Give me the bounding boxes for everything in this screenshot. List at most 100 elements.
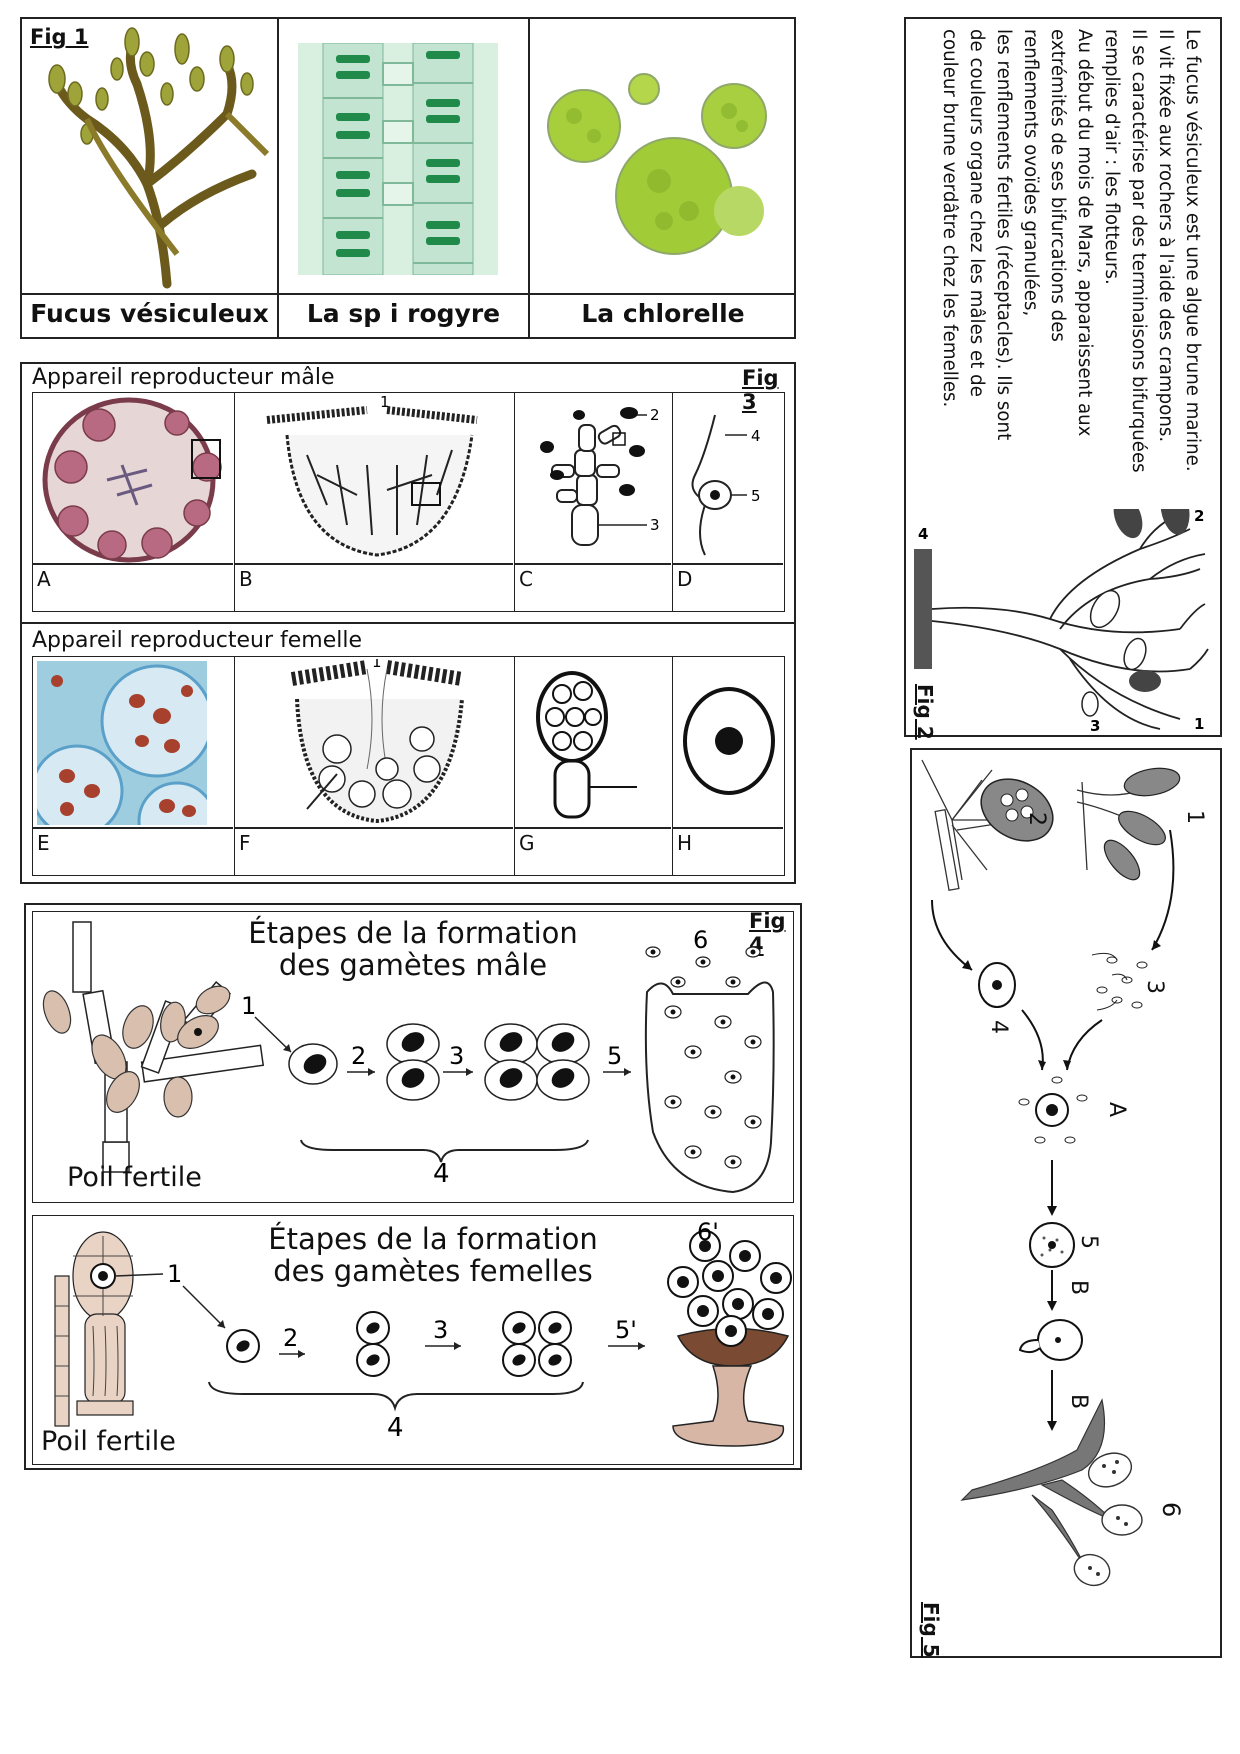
caption-spirogyre: La sp i rogyre <box>306 299 501 328</box>
male-step-3: 3 <box>449 1042 464 1070</box>
female-cell-e-label: E <box>37 831 50 855</box>
fig5-label-b1: B <box>1066 1280 1091 1296</box>
spirogyra-photo <box>298 43 498 275</box>
fig5-label-6: 6 <box>1157 1502 1185 1518</box>
fig2-line-3: Il se caractérise par des terminaisons b… <box>1128 29 1149 473</box>
fig2-label-3: 3 <box>1090 717 1100 734</box>
male-section-photo <box>42 397 222 563</box>
male-cell-d: 4 5 D <box>672 392 785 612</box>
male-step-6: 6 <box>693 926 708 954</box>
male-cell-c-label: C <box>519 567 533 591</box>
male-cell-b-label: B <box>239 567 253 591</box>
male-cell-d-bar <box>673 563 783 565</box>
fig2-panel: Le fucus vésiculeux est une algue brune … <box>904 17 1222 740</box>
fig1-tag: Fig 1 <box>30 25 89 49</box>
fig3-male-header: Appareil reproducteur mâle <box>32 365 335 390</box>
fig5-lifecycle-diagram <box>921 759 1181 1587</box>
caption-chlorelle: La chlorelle <box>581 299 745 328</box>
fig3-panel: Appareil reproducteur mâle Fig 3 Apparei… <box>20 362 796 884</box>
fig2-line-2: Il vit fixée aux rochers à l'aide des cr… <box>1155 29 1176 443</box>
female-cell-f: 1 F <box>234 656 515 876</box>
fig5-tag: Fig 5 <box>919 1602 943 1658</box>
male-conceptacle-drawing: 1 <box>266 395 478 557</box>
female-step-5: 5' <box>615 1316 637 1344</box>
fig4-male-section: Étapes de la formation des gamètes mâle <box>32 911 794 1203</box>
fig1-divider-2 <box>528 19 530 339</box>
fig4-female-title-2: des gamètes femelles <box>273 1254 593 1288</box>
fucus-photo <box>48 27 270 289</box>
fig1-divider-1 <box>277 19 279 339</box>
fig4-male-title-1: Étapes de la formation <box>248 916 578 950</box>
fig2-tag: Fig 2 <box>913 684 937 740</box>
female-step-3: 3 <box>433 1316 448 1344</box>
fig4-female-title-1: Étapes de la formation <box>268 1222 598 1256</box>
male-label-4: 4 <box>751 427 761 445</box>
male-label-1: 1 <box>380 395 390 411</box>
fig3-tag: Fig 3 <box>742 366 779 414</box>
fig3-mid-divider <box>22 622 796 624</box>
oosphere-drawing <box>683 687 775 795</box>
female-conceptacle-drawing: 1 <box>290 659 464 824</box>
male-step-4: 4 <box>433 1159 450 1189</box>
female-step-2: 2 <box>283 1324 298 1352</box>
male-cell-b: 1 B <box>234 392 515 612</box>
fig2-label-1: 1 <box>1194 715 1204 733</box>
male-cell-c-bar <box>515 563 671 565</box>
fig2-label-2: 2 <box>1194 509 1204 525</box>
female-step-1: 1 <box>167 1260 182 1288</box>
female-step-6: 6' <box>697 1218 719 1246</box>
male-label-2: 2 <box>650 406 660 424</box>
male-cell-a-bar <box>33 563 233 565</box>
fig5-label-4: 4 <box>986 1020 1011 1034</box>
fig5-label-1: 1 <box>1182 810 1207 824</box>
fig2-line-1: Le fucus vésiculeux est une algue brune … <box>1182 29 1203 472</box>
fig5-panel: 1 2 3 4 A 5 B B 6 Fig 5 <box>910 748 1222 1658</box>
male-step-2: 2 <box>351 1042 366 1070</box>
male-antheridia-drawing: 2 3 <box>540 406 660 546</box>
fig4-panel: Fig 4 Étapes de la formation des gamètes… <box>24 903 802 1470</box>
male-step-1: 1 <box>241 992 256 1020</box>
female-cell-e-bar <box>33 827 233 829</box>
fig4-male-diagram: 1 2 3 4 5 6 <box>42 921 775 1194</box>
female-cell-h-bar <box>673 827 783 829</box>
fig2-line-8: les renflements fertiles (réceptacles). … <box>993 29 1014 441</box>
male-label-3: 3 <box>650 516 660 534</box>
fig2-line-5: Au début du mois de Mars, apparaissent a… <box>1074 29 1095 437</box>
fig2-line-7: renflements ovoïdes granulées, <box>1020 29 1041 317</box>
male-cell-b-bar <box>235 563 513 565</box>
fig1-panel: Fig 1 <box>20 17 796 339</box>
antherozoid-drawing: 4 5 <box>691 414 761 556</box>
female-cell-g-bar <box>515 827 671 829</box>
male-label-5: 5 <box>751 487 761 505</box>
female-cell-g: G <box>514 656 673 876</box>
female-cell-h: H <box>672 656 785 876</box>
fig3-female-header: Appareil reproducteur femelle <box>32 628 363 653</box>
male-step-5: 5 <box>607 1042 622 1070</box>
male-cell-a: A <box>32 392 235 612</box>
female-cell-e: E <box>32 656 235 876</box>
fig5-label-3: 3 <box>1142 980 1167 994</box>
fig4-female-diagram: 1 2 3 4 5' 6' <box>54 1218 792 1447</box>
oogonium-drawing <box>536 671 637 819</box>
fig5-label-b2: B <box>1066 1394 1091 1410</box>
fig2-line-4: remplies d'air : les flotteurs. <box>1101 29 1122 285</box>
female-cell-f-bar <box>235 827 513 829</box>
male-cell-c: 2 3 C <box>514 392 673 612</box>
female-step-4: 4 <box>387 1413 404 1443</box>
male-cell-a-label: A <box>37 567 51 591</box>
fig5-label-5: 5 <box>1076 1235 1101 1249</box>
caption-fucus: Fucus vésiculeux <box>30 299 269 328</box>
female-label-1: 1 <box>372 659 382 671</box>
fig4-female-section: Étapes de la formation des gamètes femel… <box>32 1215 794 1465</box>
fucus-drawing: 4 2 1 3 <box>914 509 1209 734</box>
chlorella-photo <box>547 73 767 255</box>
female-section-photo <box>37 661 207 825</box>
female-cell-g-label: G <box>519 831 535 855</box>
fig4-male-title-2: des gamètes mâle <box>278 948 548 982</box>
fig2-line-10: couleur brune verdâtre chez les femelles… <box>939 29 960 408</box>
fig2-line-9: de couleurs organe chez les mâles et de <box>966 29 987 397</box>
male-cell-d-label: D <box>677 567 693 591</box>
fig1-caption-divider <box>22 293 796 295</box>
female-cell-h-label: H <box>677 831 693 855</box>
female-cell-f-label: F <box>239 831 251 855</box>
